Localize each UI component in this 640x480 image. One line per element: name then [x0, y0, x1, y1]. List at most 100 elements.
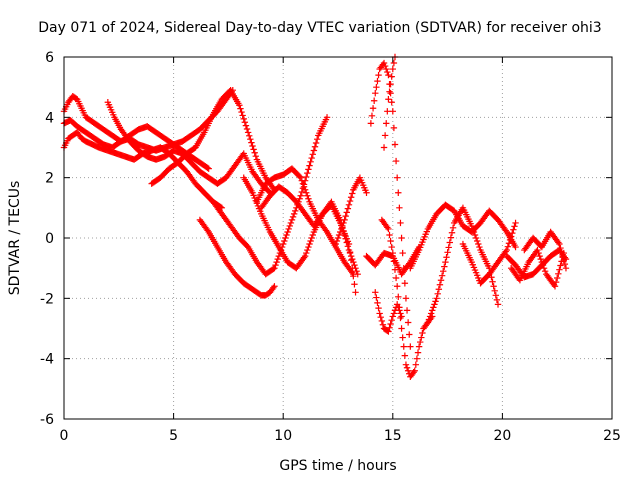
data-point-plus [387, 80, 394, 88]
data-point-plus [407, 343, 414, 350]
data-point-plus [303, 189, 310, 196]
data-point-plus [240, 115, 247, 123]
data-point-plus [244, 129, 252, 136]
data-point-plus [511, 223, 518, 230]
data-point-plus [491, 287, 498, 294]
series-arc22 [521, 228, 570, 272]
data-point-plus [430, 304, 437, 311]
y-tick-label: 4 [45, 110, 54, 126]
y-tick-label: 0 [45, 231, 54, 247]
data-point-plus [536, 252, 543, 260]
series-arc5 [148, 86, 278, 193]
data-point-plus [376, 310, 383, 317]
data-point-plus [297, 174, 304, 181]
data-point-plus [388, 73, 395, 80]
data-point-plus [415, 343, 423, 350]
data-point-plus [399, 334, 406, 341]
series-arc18 [424, 204, 502, 326]
data-point-plus [433, 295, 440, 302]
data-point-plus [242, 122, 250, 129]
data-point-plus [305, 166, 312, 173]
data-point-plus [441, 263, 448, 270]
data-point-plus [552, 278, 560, 286]
series-arc6 [196, 216, 278, 299]
data-point-plus [448, 229, 456, 236]
data-point-plus [290, 210, 298, 218]
data-point-plus [307, 237, 314, 245]
series-arc19 [459, 219, 519, 287]
series-arc9 [253, 165, 357, 278]
data-point-plus [205, 165, 212, 172]
data-point-plus [352, 289, 359, 296]
data-point-plus [512, 219, 519, 227]
data-point-plus [306, 240, 313, 248]
data-point-plus [559, 252, 566, 260]
data-point-plus [476, 243, 483, 251]
data-point-plus [392, 274, 400, 282]
data-point-plus [248, 139, 255, 146]
data-point-plus [472, 234, 480, 242]
data-point-plus [347, 194, 355, 201]
data-point-plus [335, 231, 343, 239]
data-point-plus [446, 239, 453, 246]
data-point-plus [387, 90, 394, 97]
data-point-plus [410, 369, 417, 376]
data-point-plus [353, 267, 360, 275]
data-point-plus [250, 146, 257, 153]
data-point-plus [557, 244, 564, 252]
data-point-plus [541, 267, 549, 275]
x-tick-label: 10 [274, 428, 292, 444]
data-point-plus [444, 249, 451, 256]
data-point-plus [492, 292, 500, 299]
data-point-plus [391, 141, 399, 148]
data-point-plus [440, 267, 447, 275]
data-point-plus [281, 237, 288, 245]
data-point-plus [341, 216, 348, 224]
data-point-plus [389, 65, 396, 73]
data-point-plus [308, 234, 315, 242]
data-point-plus [289, 213, 297, 221]
data-point-plus [345, 240, 353, 248]
x-axis-label: GPS time / hours [279, 458, 396, 474]
data-point-plus [400, 343, 407, 350]
data-point-plus [509, 229, 516, 237]
data-point-plus [426, 313, 434, 320]
data-point-plus [385, 328, 392, 335]
data-point-plus [252, 152, 259, 160]
data-markers [60, 53, 570, 380]
data-point-plus [561, 260, 569, 268]
data-point-plus [385, 225, 392, 233]
data-point-plus [368, 112, 376, 120]
data-point-plus [270, 284, 277, 291]
data-point-plus [334, 234, 342, 242]
data-point-plus [247, 136, 254, 143]
data-point-plus [379, 321, 387, 328]
data-point-plus [372, 289, 379, 296]
data-point-plus [204, 227, 211, 234]
data-point-plus [556, 240, 563, 248]
data-point-plus [395, 189, 402, 196]
x-tick-label: 0 [60, 428, 69, 444]
data-point-plus [300, 183, 308, 190]
data-point-plus [363, 189, 370, 196]
data-point-plus [332, 240, 340, 248]
data-point-plus [390, 124, 398, 132]
data-point-plus [504, 243, 512, 250]
data-point-plus [380, 59, 388, 67]
data-point-plus [386, 324, 393, 331]
data-point-plus [369, 105, 377, 112]
data-point-plus [383, 120, 390, 127]
data-point-plus [274, 255, 281, 263]
data-point-plus [236, 102, 243, 109]
data-point-plus [469, 225, 477, 233]
data-point-plus [377, 313, 384, 321]
data-point-plus [383, 65, 390, 73]
data-point-plus [555, 239, 562, 246]
y-tick-label: -4 [40, 352, 54, 368]
data-point-plus [406, 331, 413, 338]
data-point-plus [554, 274, 561, 282]
y-tick-label: -2 [40, 291, 54, 307]
data-point-plus [373, 294, 380, 301]
data-point-plus [284, 228, 291, 236]
